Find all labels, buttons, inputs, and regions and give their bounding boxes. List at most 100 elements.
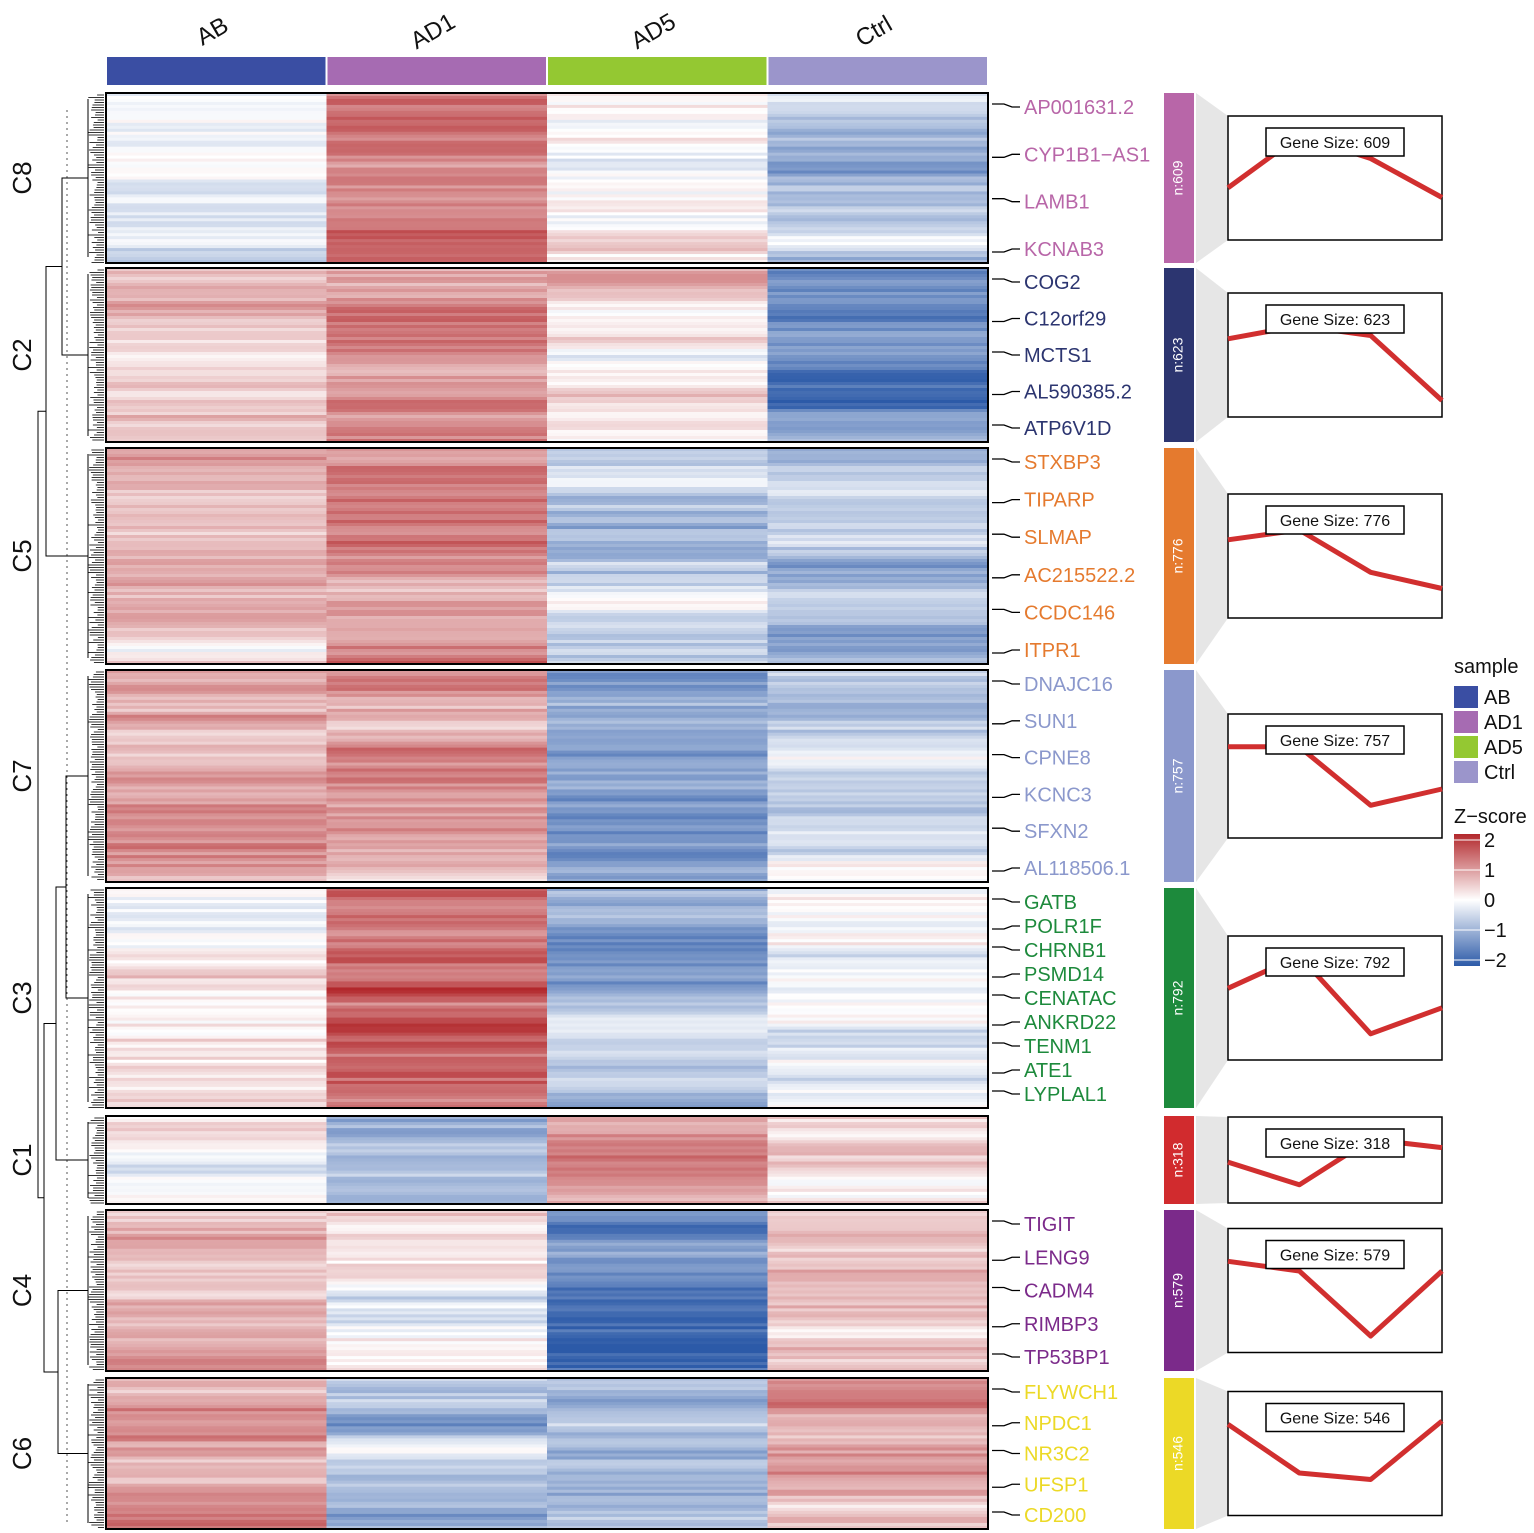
heatmap-cell — [767, 565, 989, 569]
heatmap-cell — [547, 194, 769, 198]
heatmap-cell — [767, 1423, 989, 1427]
heatmap-cell — [106, 113, 328, 118]
heatmap-cell — [767, 1050, 989, 1055]
cluster-label-c5: C5 — [7, 539, 37, 572]
heatmap-cell — [547, 750, 769, 755]
heatmap-cell — [106, 1026, 328, 1031]
heatmap-cell — [767, 924, 989, 928]
heatmap-cell — [326, 107, 548, 112]
heatmap-cell — [326, 409, 548, 413]
column-label-ad1: AD1 — [406, 8, 460, 55]
gene-leader-line — [992, 1220, 1020, 1225]
heatmap-cell — [547, 855, 769, 859]
heatmap-cell — [326, 717, 548, 722]
gene-leader-line — [992, 1256, 1020, 1261]
heatmap-cell — [106, 1272, 328, 1277]
heatmap-cell — [767, 1023, 989, 1028]
heatmap-cell — [106, 649, 328, 653]
heatmap-cell — [547, 643, 769, 647]
heatmap-cell — [547, 499, 769, 503]
heatmap-cell — [767, 888, 989, 892]
heatmap-cell — [767, 245, 989, 249]
heatmap-cell — [547, 1338, 769, 1342]
heatmap-cell — [106, 729, 328, 734]
heatmap-cell — [106, 915, 328, 919]
heatmap-cell — [326, 379, 548, 383]
heatmap-cell — [326, 690, 548, 695]
heatmap-cell — [547, 933, 769, 937]
heatmap-cell — [547, 427, 769, 431]
heatmap-cell — [326, 1468, 548, 1473]
heatmap-cell — [767, 352, 989, 356]
heatmap-cell — [326, 292, 548, 296]
heatmap-cell — [106, 981, 328, 986]
heatmap-cell — [106, 176, 328, 181]
gene-leader-line — [992, 1042, 1020, 1047]
heatmap-cell — [106, 119, 328, 124]
heatmap-cell — [767, 1368, 989, 1372]
heatmap-cell — [767, 1086, 989, 1091]
cluster-count-label: n:776 — [1170, 538, 1186, 573]
cluster-label-c2: C2 — [7, 338, 37, 371]
heatmap-cell — [547, 152, 769, 157]
heatmap-cell — [767, 550, 989, 554]
heatmap-cell — [547, 1245, 769, 1250]
heatmap-cell — [106, 257, 328, 261]
column-label-ad5: AD5 — [627, 8, 681, 55]
heatmap-cell — [547, 601, 769, 605]
heatmap-cell — [326, 589, 548, 593]
heatmap-cell — [767, 436, 989, 440]
heatmap-cell — [326, 176, 548, 181]
heatmap-cell — [767, 412, 989, 416]
heatmap-cell — [326, 469, 548, 473]
heatmap-cell — [326, 1329, 548, 1333]
heatmap-cell — [326, 1353, 548, 1357]
heatmap-cell — [547, 580, 769, 584]
heatmap-cell — [326, 813, 548, 817]
heatmap-cell — [767, 248, 989, 252]
heatmap-cell — [106, 720, 328, 725]
heatmap-cell — [106, 1498, 328, 1503]
heatmap-cell — [106, 547, 328, 551]
heatmap-cell — [326, 939, 548, 943]
gene-label: CD200 — [1024, 1505, 1086, 1527]
heatmap-cell — [326, 364, 548, 368]
heatmap-cell — [106, 1137, 328, 1141]
heatmap-cell — [106, 328, 328, 332]
heatmap-cell — [547, 1323, 769, 1327]
heatmap-cell — [547, 167, 769, 172]
heatmap-cell — [767, 367, 989, 371]
heatmap-cell — [326, 499, 548, 503]
heatmap-cell — [326, 1032, 548, 1037]
heatmap-cell — [767, 535, 989, 539]
heatmap-cell — [326, 239, 548, 243]
heatmap-cell — [767, 340, 989, 344]
heatmap-cell — [326, 1236, 548, 1241]
heatmap-cell — [106, 1432, 328, 1436]
heatmap-cell — [326, 373, 548, 377]
cluster-border — [105, 1209, 989, 1372]
gene-label: STXBP3 — [1024, 452, 1101, 474]
heatmap-cell — [547, 1269, 769, 1274]
heatmap-cell — [547, 960, 769, 964]
heatmap-cell — [547, 391, 769, 395]
heatmap-cell — [767, 948, 989, 952]
heatmap-cell — [326, 137, 548, 142]
heatmap-cell — [767, 670, 989, 674]
heatmap-cell — [326, 415, 548, 419]
heatmap-cell — [326, 1492, 548, 1497]
heatmap-cell — [106, 337, 328, 341]
heatmap-cell — [767, 843, 989, 847]
heatmap-cell — [326, 1525, 548, 1530]
heatmap-cell — [767, 616, 989, 620]
heatmap-cell — [767, 601, 989, 605]
cluster-band-c3: GATBPOLR1FCHRNB1PSMD14CENATACANKRD22TENM… — [105, 887, 1443, 1109]
heatmap-cell — [106, 607, 328, 611]
heatmap-cell — [547, 355, 769, 359]
heatmap-cell — [547, 310, 769, 314]
gene-label: SLMAP — [1024, 527, 1092, 549]
heatmap-cell — [326, 915, 548, 919]
heatmap-cell — [547, 909, 769, 913]
cluster-annotation-bar — [1164, 670, 1194, 882]
heatmap-cell — [767, 909, 989, 913]
